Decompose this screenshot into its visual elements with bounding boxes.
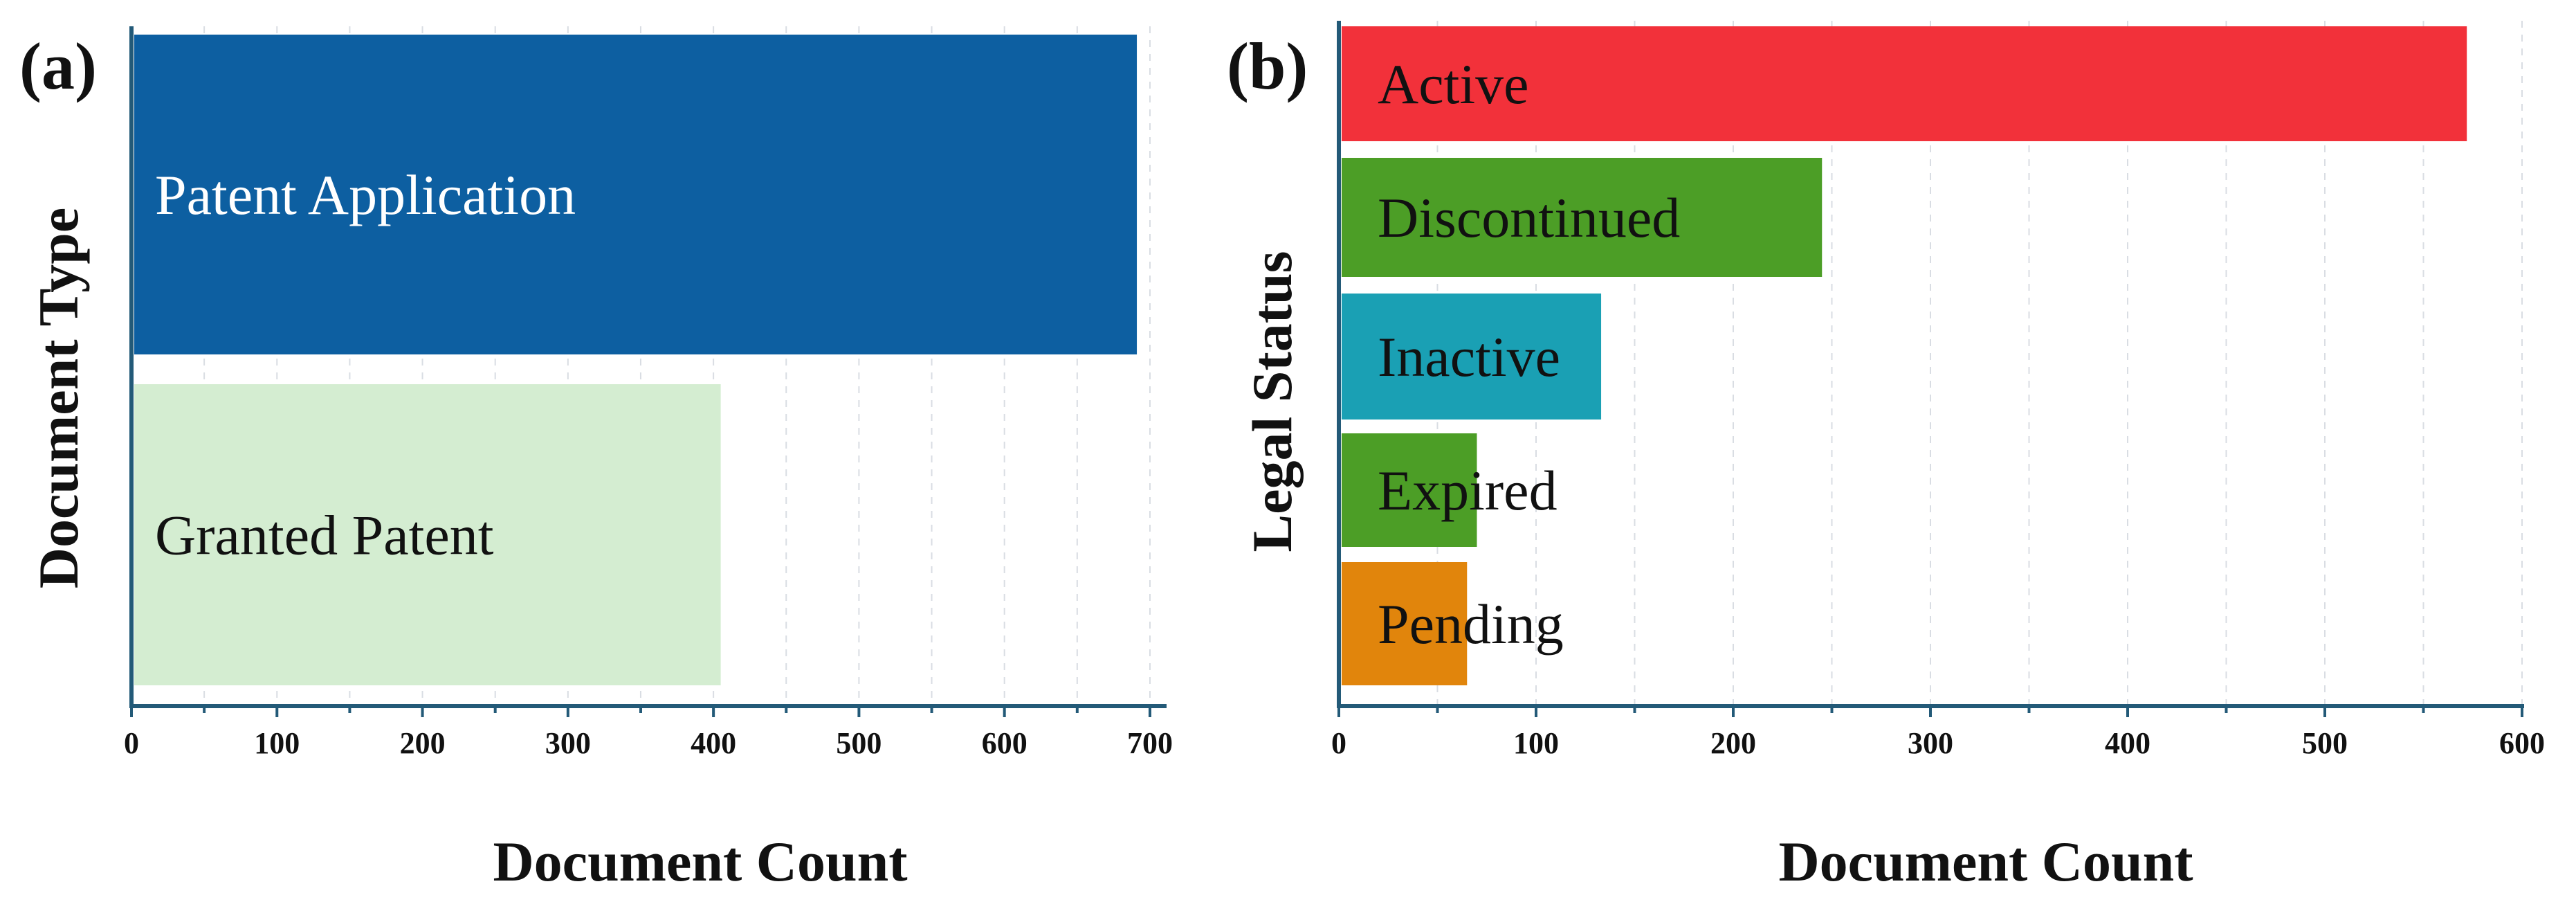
x-tick-label: 100 [1513,726,1559,760]
panel-label-b: (b) [1227,29,1308,103]
y-axis-title-a: Document Type [27,208,90,588]
panel-label-a: (a) [19,29,97,103]
bar-active [1342,26,2467,141]
bar-inactive [1342,294,1602,420]
x-tick-label: 300 [1908,726,1953,760]
x-tick-label: 0 [1331,726,1346,760]
bar-granted-patent [134,384,721,685]
y-axis-title-b: Legal Status [1241,251,1304,552]
x-tick-label: 400 [2105,726,2150,760]
x-tick-label: 500 [836,726,881,760]
bars-a [134,35,1138,685]
x-tick-label: 300 [545,726,591,760]
x-tick-label: 200 [1710,726,1756,760]
x-tick-label: 600 [982,726,1027,760]
bar-label: Pending [1378,593,1564,656]
bar-labels-a: Patent Application Granted Patent [155,163,576,567]
x-tick-label: 400 [691,726,736,760]
bar-labels-b: Active Discontinued Inactive Expired Pending [1378,53,1680,656]
x-tick-label: 600 [2499,726,2545,760]
x-axis-title-a: Document Count [493,830,907,893]
x-tick-label: 700 [1127,726,1173,760]
x-tick-label: 200 [400,726,446,760]
x-ticks-a: 0 100 200 300 400 500 600 700 [124,706,1173,760]
bar-label: Expired [1378,459,1558,522]
x-ticks-b: 0 100 200 300 400 500 600 [1331,706,2545,760]
bars-b [1342,26,2467,685]
bar-label: Patent Application [155,163,576,226]
bar-expired [1342,433,1477,547]
x-tick-label: 100 [254,726,300,760]
x-tick-label: 500 [2302,726,2348,760]
bar-discontinued [1342,158,1823,277]
x-tick-label: 0 [124,726,139,760]
bar-pending [1342,562,1468,685]
bar-label: Discontinued [1378,186,1680,249]
bar-patent-application [134,35,1138,354]
chart-panel-a: Patent Application Granted Patent 0 100 200… [19,26,1173,893]
bar-label: Active [1378,53,1529,116]
chart-panel-b: Active Discontinued Inactive Expired Pending… [1227,21,2545,893]
bar-label: Inactive [1378,325,1560,388]
bar-label: Granted Patent [155,504,494,567]
x-axis-title-b: Document Count [1778,830,2193,893]
